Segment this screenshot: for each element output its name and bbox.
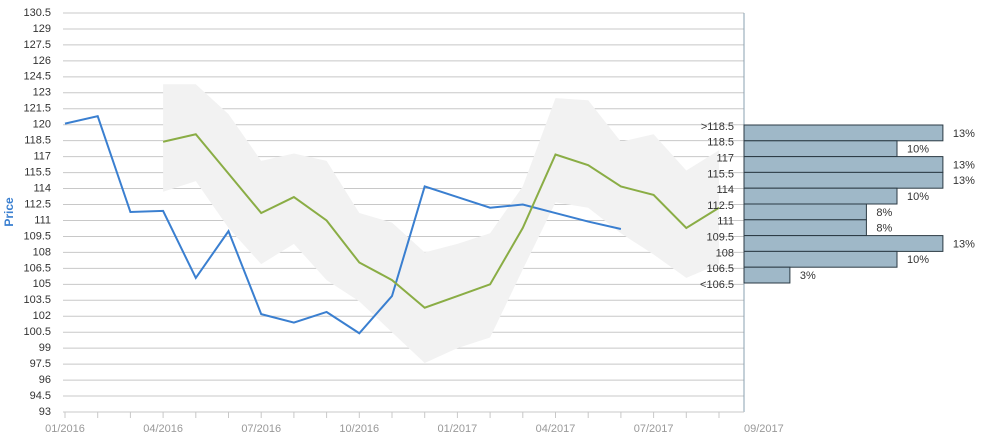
y-tick-label: 120: [33, 119, 51, 131]
y-tick-label: 99: [39, 342, 51, 354]
bar-value-label: 10%: [907, 144, 929, 156]
x-tick-label: 01/2016: [45, 423, 85, 435]
histogram-bar: [743, 235, 944, 252]
bin-label: 109.5: [706, 232, 734, 244]
y-tick-label: 108: [33, 246, 51, 258]
bar-value-label: 13%: [953, 175, 975, 187]
y-tick-label: 124.5: [23, 71, 51, 83]
bar-value-label: 3%: [800, 270, 816, 282]
histogram-bar: [743, 156, 944, 173]
y-tick-label: 106.5: [23, 262, 51, 274]
bar-value-label: 10%: [907, 254, 929, 266]
x-tick-label: 04/2016: [143, 423, 183, 435]
y-tick-label: 112.5: [24, 198, 51, 210]
bin-label: 112.5: [707, 200, 734, 212]
bin-label: >118.5: [701, 121, 734, 133]
bar-value-label: 13%: [953, 128, 975, 140]
y-tick-label: 100.5: [23, 326, 51, 338]
histogram-bar: [743, 187, 898, 205]
y-tick-label: 130.5: [23, 7, 51, 19]
y-tick-label: 97.5: [30, 358, 51, 370]
series-line: [162, 133, 720, 309]
histogram-bar: [743, 171, 944, 189]
y-tick-label: 129: [33, 23, 51, 35]
bin-label: 108: [716, 247, 734, 259]
x-tick-label: 07/2016: [241, 423, 281, 435]
range-band: [163, 84, 720, 364]
histogram-bar: [743, 250, 898, 268]
y-axis-label: Price: [2, 197, 16, 227]
y-tick-label: 118.5: [24, 135, 51, 147]
y-tick-label: 126: [33, 55, 51, 67]
bar-value-label: 13%: [953, 159, 975, 171]
x-tick-label: 04/2017: [536, 423, 576, 435]
series-line: [64, 115, 622, 335]
y-tick-label: 93: [39, 406, 51, 418]
x-tick-label: 10/2016: [339, 423, 379, 435]
y-tick-label: 102: [33, 310, 51, 322]
x-tick-label: 01/2017: [438, 423, 478, 435]
histogram-bar: [743, 266, 791, 284]
y-tick-label: 111: [34, 214, 51, 226]
bar-value-label: 8%: [876, 223, 892, 235]
y-tick-label: 109.5: [23, 230, 51, 242]
histogram-bar: [743, 140, 898, 158]
y-tick-label: 114: [33, 182, 51, 194]
x-tick-label: 07/2017: [634, 423, 674, 435]
histogram-bar: [743, 219, 867, 237]
y-tick-label: 96: [39, 374, 51, 386]
bin-label: 114: [716, 184, 734, 196]
bin-label: 115.5: [707, 168, 734, 180]
histogram-bar: [743, 124, 944, 142]
bar-value-label: 8%: [876, 207, 892, 219]
y-tick-label: 105: [33, 278, 51, 290]
bin-label: 111: [717, 216, 734, 228]
y-tick-label: 121.5: [23, 103, 51, 115]
bin-label: 117: [716, 153, 734, 165]
y-tick-label: 94.5: [30, 390, 51, 402]
bin-label: 118.5: [707, 137, 734, 149]
bin-label: 106.5: [706, 263, 734, 275]
y-tick-label: 123: [33, 87, 51, 99]
bar-value-label: 13%: [953, 238, 975, 250]
y-tick-label: 115.5: [24, 167, 51, 179]
y-tick-label: 127.5: [23, 39, 51, 51]
x-tick-label: 09/2017: [744, 423, 784, 435]
y-tick-label: 117: [33, 151, 51, 163]
bar-value-label: 10%: [907, 191, 929, 203]
bin-label: <106.5: [700, 279, 734, 291]
histogram-bar: [743, 203, 867, 221]
y-tick-label: 103.5: [23, 294, 51, 306]
